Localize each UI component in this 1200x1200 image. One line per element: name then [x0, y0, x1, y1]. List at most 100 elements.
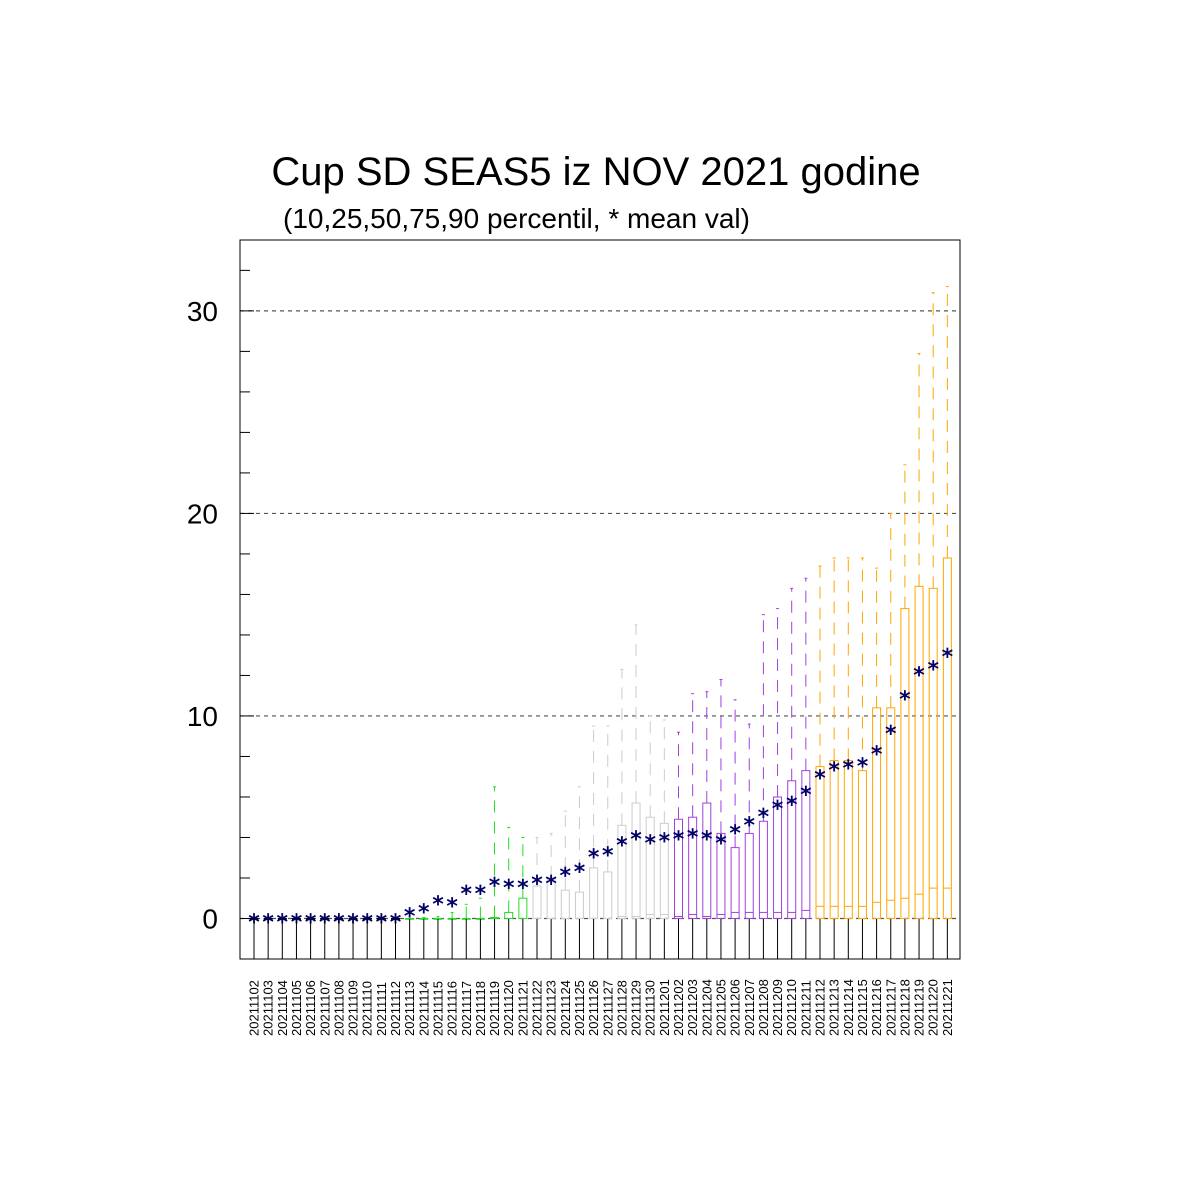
grid-lines [240, 310, 960, 920]
x-tick-label: 20211205 [713, 979, 728, 1036]
mean-marker: * [871, 742, 883, 767]
x-tick-label: 20211215 [855, 979, 870, 1036]
y-tick-label: 30 [187, 296, 218, 327]
x-tick-label: 20211212 [813, 979, 828, 1036]
box-iqr [716, 832, 726, 919]
x-tick-label: 20211206 [728, 979, 743, 1036]
x-tick-label: 20211116 [445, 981, 460, 1036]
mean-marker: * [489, 874, 501, 899]
mean-marker: * [758, 805, 770, 830]
x-tick-label: 20211216 [869, 979, 884, 1036]
box-iqr [730, 847, 740, 919]
mean-marker: * [630, 827, 642, 852]
box-iqr [688, 816, 698, 919]
x-tick-label: 20211120 [501, 980, 516, 1036]
x-tick-label: 20211118 [473, 981, 488, 1036]
box-iqr [843, 760, 853, 919]
box-iqr [631, 802, 641, 919]
mean-marker: * [644, 832, 656, 857]
box-iqr [787, 780, 797, 919]
mean-markers: * * * * * * * * * * * * * * * * * * * * * * * ** * * * * * * * * * * * * * * *… [248, 645, 953, 935]
x-tick-label: 20211122 [530, 980, 545, 1036]
x-tick-label: 20211203 [685, 979, 700, 1036]
mean-marker: * [857, 755, 869, 780]
mean-marker: * [616, 834, 628, 859]
x-tick-label: 20211121 [515, 980, 530, 1036]
x-tick-label: 20211130 [643, 980, 658, 1036]
box-iqr [504, 911, 514, 919]
box-iqr [674, 818, 683, 919]
x-tick-label: 20211211 [798, 980, 813, 1036]
box-iqr [914, 585, 924, 919]
x-tick-label: 20211209 [770, 979, 785, 1036]
x-tick-label: 20211124 [558, 980, 573, 1036]
x-tick-label: 20211217 [883, 979, 898, 1036]
mean-marker: * [927, 657, 939, 682]
x-tick-label: 20211214 [841, 979, 856, 1036]
box-iqr [942, 557, 952, 919]
x-tick-label: 20211106 [303, 980, 318, 1036]
mean-marker: * [687, 825, 699, 850]
box-iqr [617, 824, 627, 919]
x-tick-label: 20211114 [416, 981, 431, 1036]
x-tick-label: 20211202 [671, 979, 686, 1036]
x-tick-label: 20211207 [742, 979, 757, 1036]
box-iqr [857, 770, 867, 919]
box-iqr [773, 796, 783, 919]
mean-marker: * [673, 827, 685, 852]
box-iqr [900, 608, 910, 919]
mean-marker: * [574, 860, 586, 885]
box-iqr [702, 802, 712, 919]
mean-marker: * [715, 832, 727, 857]
mean-marker: * [545, 872, 557, 897]
mean-marker: * [786, 793, 798, 818]
mean-marker: * [701, 827, 713, 852]
y-tick-label: 0 [202, 903, 218, 934]
mean-marker: * [418, 900, 430, 925]
x-tick-label: 20211111 [374, 982, 389, 1036]
x-tick-label: 20211123 [544, 980, 559, 1036]
x-tick-label: 20211208 [756, 979, 771, 1036]
box-iqr [872, 707, 882, 919]
x-tick-label: 20211109 [346, 980, 361, 1036]
chart-subtitle: (10,25,50,75,90 percentil, * mean val) [283, 203, 750, 234]
box-iqr [801, 770, 811, 919]
y-tick-label: 10 [187, 701, 218, 732]
x-tick-label: 20211110 [360, 981, 375, 1036]
box-iqr [829, 760, 839, 919]
y-tick-label: 20 [187, 498, 218, 529]
x-tick-label: 20211219 [912, 979, 927, 1036]
x-tick-label: 20211112 [388, 981, 403, 1036]
box-iqr [928, 587, 938, 919]
box-iqr [518, 897, 528, 919]
x-tick-label: 20211126 [586, 980, 601, 1036]
chart-title: Cup SD SEAS5 iz NOV 2021 godine [271, 150, 921, 194]
x-tick-label: 20211128 [614, 980, 629, 1036]
mean-marker: * [517, 876, 529, 901]
box-iqr [574, 891, 584, 919]
mean-marker: * [843, 757, 855, 782]
x-tick-label: 20211125 [572, 980, 587, 1036]
x-tick-label: 20211119 [487, 981, 502, 1036]
x-tick-label: 20211117 [459, 981, 474, 1036]
x-tick-label: 20211213 [827, 979, 842, 1036]
mean-marker: * [659, 829, 671, 854]
mean-marker: * [602, 844, 614, 869]
x-tick-label: 20211127 [600, 980, 615, 1036]
box-iqr [659, 822, 669, 919]
box-iqr [815, 766, 825, 919]
mean-marker: * [404, 904, 416, 929]
mean-marker: * [503, 876, 515, 901]
box-iqr [645, 816, 655, 919]
x-tick-label: 20211204 [699, 979, 714, 1036]
mean-marker: * [814, 767, 826, 792]
x-tick-label: 20211104 [275, 980, 290, 1036]
box-iqr [560, 889, 570, 919]
mean-marker: * [885, 722, 897, 747]
mean-marker: * [729, 821, 741, 846]
x-tick-label: 20211105 [289, 980, 304, 1036]
box-iqr [603, 871, 613, 919]
mean-marker: * [913, 663, 925, 688]
